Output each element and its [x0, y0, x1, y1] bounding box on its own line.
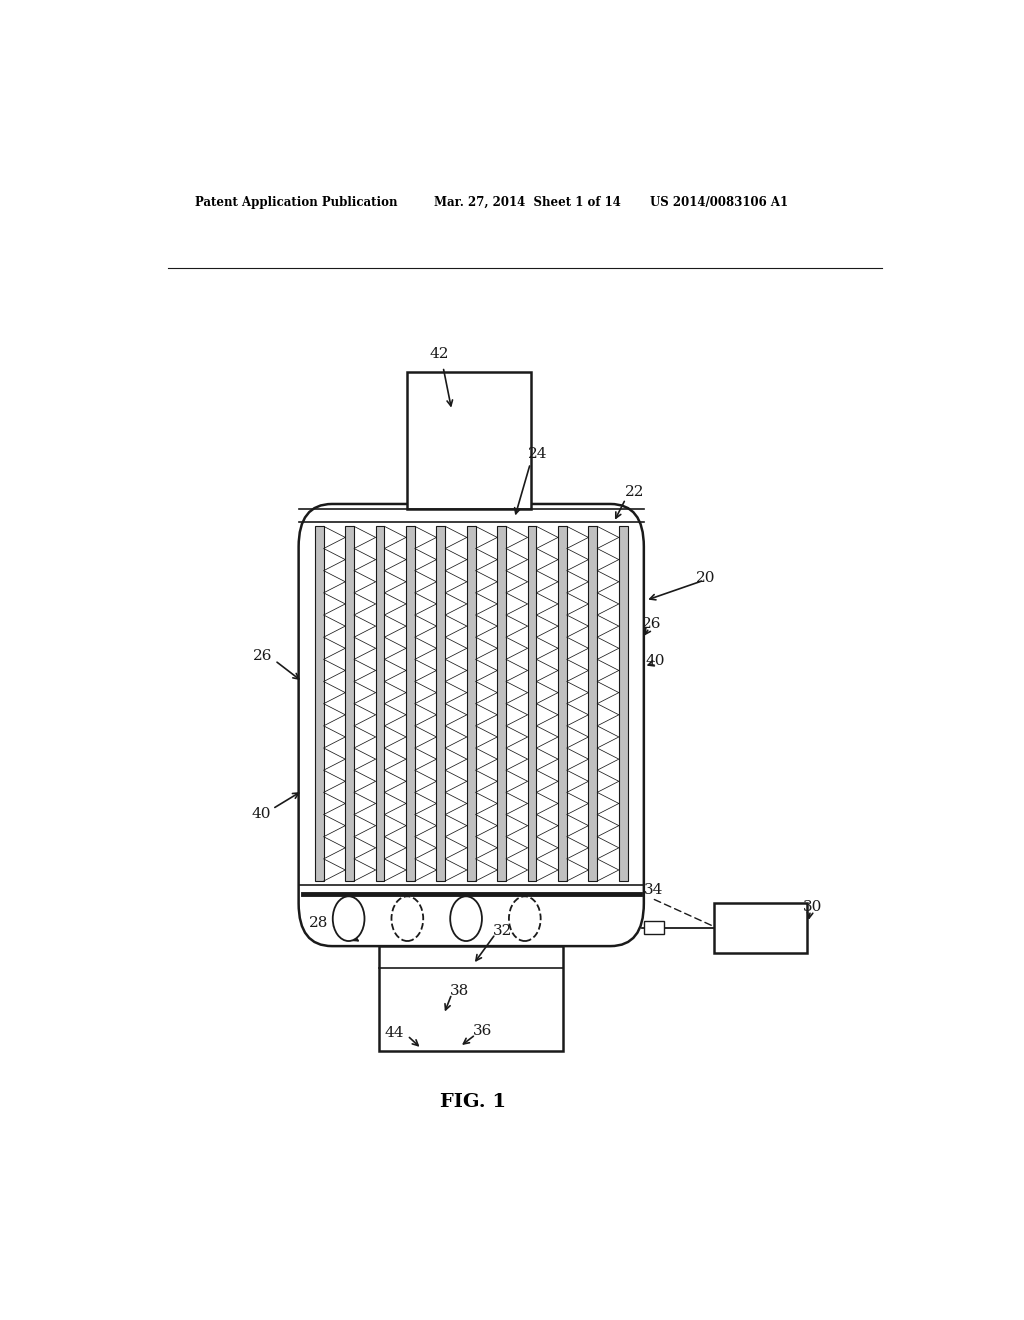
Text: 32: 32 — [493, 924, 512, 939]
Text: 34: 34 — [644, 883, 664, 898]
Ellipse shape — [333, 896, 365, 941]
FancyBboxPatch shape — [299, 504, 644, 946]
Bar — [407, 527, 415, 880]
Text: 40: 40 — [251, 807, 270, 821]
Bar — [558, 527, 566, 880]
Text: 20: 20 — [696, 572, 716, 585]
Bar — [376, 527, 384, 880]
Bar — [345, 527, 354, 880]
Text: 38: 38 — [451, 983, 469, 998]
Bar — [408, 372, 531, 510]
Text: 26: 26 — [253, 649, 272, 664]
Bar — [589, 527, 597, 880]
Text: US 2014/0083106 A1: US 2014/0083106 A1 — [650, 195, 788, 209]
Bar — [467, 527, 475, 880]
Text: FIG. 1: FIG. 1 — [440, 1093, 506, 1110]
Text: Patent Application Publication: Patent Application Publication — [196, 195, 398, 209]
Bar — [618, 527, 628, 880]
Text: 42: 42 — [429, 347, 449, 360]
Ellipse shape — [509, 896, 541, 941]
Text: 36: 36 — [473, 1024, 493, 1039]
Bar — [379, 946, 563, 1051]
Text: 24: 24 — [527, 447, 547, 461]
Text: 44: 44 — [385, 1026, 404, 1040]
Bar — [527, 527, 537, 880]
Text: Mar. 27, 2014  Sheet 1 of 14: Mar. 27, 2014 Sheet 1 of 14 — [433, 195, 621, 209]
Ellipse shape — [451, 896, 482, 941]
Text: 40: 40 — [646, 653, 666, 668]
Bar — [498, 527, 506, 880]
Text: 22: 22 — [625, 484, 644, 499]
Bar — [315, 527, 324, 880]
Text: 26: 26 — [642, 616, 662, 631]
Text: 30: 30 — [803, 900, 822, 915]
Ellipse shape — [391, 896, 423, 941]
Bar — [436, 527, 445, 880]
Bar — [714, 903, 807, 953]
Bar — [644, 921, 664, 935]
Text: 28: 28 — [309, 916, 329, 929]
